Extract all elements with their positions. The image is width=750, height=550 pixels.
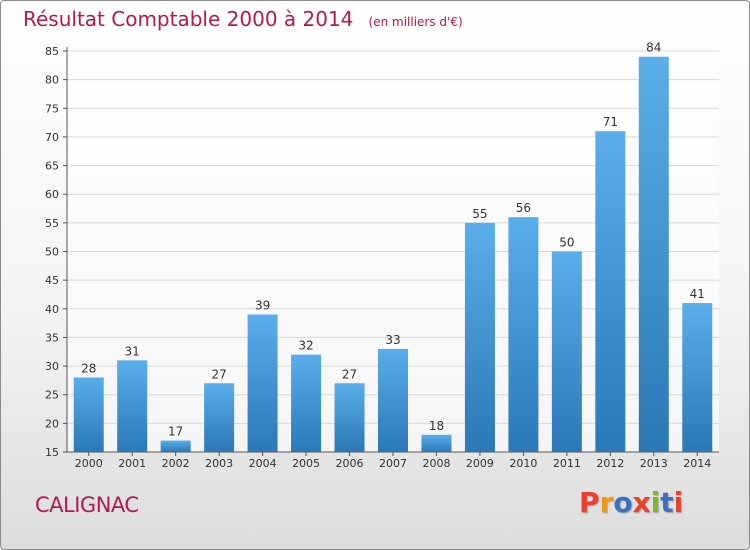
- x-tick-label: 2000: [75, 457, 103, 470]
- place-name: CALIGNAC: [35, 493, 139, 517]
- bar: [638, 56, 669, 452]
- x-tick-label: 2006: [336, 457, 364, 470]
- x-tick-label: 2012: [596, 457, 624, 470]
- chart-unit: (en milliers d'€): [368, 15, 463, 29]
- bar-value-label: 84: [646, 41, 661, 55]
- bar: [160, 440, 191, 452]
- bar: [595, 131, 626, 452]
- logo-letter: i: [650, 486, 661, 519]
- bar-value-label: 50: [559, 236, 574, 250]
- bar-value-label: 27: [342, 367, 357, 381]
- bar: [464, 222, 495, 452]
- y-tick-label: 60: [45, 188, 59, 201]
- x-tick-label: 2005: [292, 457, 320, 470]
- x-tick-label: 2001: [118, 457, 146, 470]
- y-tick-label: 40: [45, 303, 59, 316]
- x-tick-label: 2014: [683, 457, 711, 470]
- x-tick-label: 2011: [553, 457, 581, 470]
- bar-value-label: 39: [255, 299, 270, 313]
- bar: [508, 217, 539, 452]
- bar-value-label: 17: [168, 425, 183, 439]
- y-tick-label: 75: [45, 102, 59, 115]
- logo-letter: P: [579, 486, 600, 519]
- y-tick-label: 35: [45, 331, 59, 344]
- bar: [247, 314, 278, 452]
- y-tick-label: 45: [45, 274, 59, 287]
- x-tick-label: 2010: [509, 457, 537, 470]
- bar-value-label: 32: [298, 339, 313, 353]
- proxiti-logo: Proxiti: [579, 486, 683, 519]
- logo-letter: t: [660, 486, 674, 519]
- x-tick-label: 2009: [466, 457, 494, 470]
- bar-value-label: 18: [429, 419, 444, 433]
- bar: [117, 360, 148, 452]
- chart-title: Résultat Comptable 2000 à 2014: [23, 7, 354, 31]
- bar-value-label: 31: [125, 344, 140, 358]
- y-tick-label: 50: [45, 246, 59, 259]
- x-tick-label: 2008: [422, 457, 450, 470]
- bar: [551, 251, 582, 452]
- bar-value-label: 27: [211, 367, 226, 381]
- chart-title-row: Résultat Comptable 2000 à 2014 (en milli…: [23, 7, 463, 31]
- y-tick-label: 55: [45, 217, 59, 230]
- logo-letter: r: [599, 486, 614, 519]
- bar-value-label: 41: [690, 287, 705, 301]
- x-tick-label: 2003: [205, 457, 233, 470]
- bar: [73, 377, 104, 452]
- x-tick-label: 2004: [249, 457, 277, 470]
- y-tick-label: 65: [45, 160, 59, 173]
- y-tick-label: 70: [45, 131, 59, 144]
- bar: [334, 383, 365, 452]
- y-tick-label: 15: [45, 446, 59, 459]
- logo-letter: i: [673, 486, 684, 519]
- logo-letter: x: [632, 486, 651, 519]
- bar-value-label: 71: [603, 115, 618, 129]
- y-tick-label: 25: [45, 389, 59, 402]
- bar: [682, 303, 713, 452]
- bar-value-label: 56: [516, 201, 531, 215]
- bar-value-label: 28: [81, 362, 96, 376]
- bar-value-label: 55: [472, 207, 487, 221]
- y-tick-label: 20: [45, 417, 59, 430]
- bar: [378, 348, 408, 452]
- bar-value-label: 33: [385, 333, 400, 347]
- bar: [421, 434, 452, 452]
- bar: [291, 354, 322, 452]
- y-tick-label: 85: [45, 45, 59, 58]
- x-tick-label: 2007: [379, 457, 407, 470]
- x-tick-label: 2013: [640, 457, 668, 470]
- logo-letter: o: [613, 486, 633, 519]
- y-tick-label: 80: [45, 74, 59, 87]
- bar: [204, 383, 235, 452]
- x-tick-label: 2002: [162, 457, 190, 470]
- y-tick-label: 30: [45, 360, 59, 373]
